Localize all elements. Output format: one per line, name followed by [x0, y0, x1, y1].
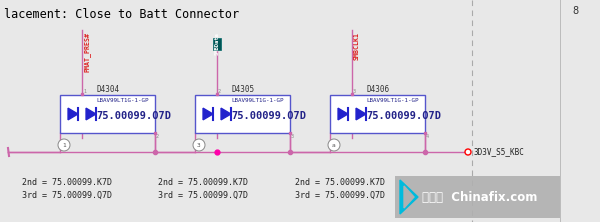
Text: 4: 4 [426, 134, 429, 139]
Circle shape [193, 139, 205, 151]
Text: 2nd = 75.00099.K7D: 2nd = 75.00099.K7D [22, 178, 112, 187]
Text: lacement: Close to Batt Connector: lacement: Close to Batt Connector [4, 8, 239, 21]
Polygon shape [86, 108, 96, 120]
Polygon shape [68, 108, 78, 120]
Text: 8: 8 [572, 6, 578, 16]
Text: 2: 2 [156, 134, 159, 139]
Text: 3: 3 [197, 143, 201, 147]
Circle shape [58, 139, 70, 151]
Text: 2: 2 [218, 89, 221, 94]
Text: 1: 1 [62, 143, 66, 147]
Text: LBAV99LT1G-1-GP: LBAV99LT1G-1-GP [366, 98, 419, 103]
Polygon shape [221, 108, 231, 120]
Text: D4305: D4305 [231, 85, 254, 94]
Text: 3rd = 75.00099.Q7D: 3rd = 75.00099.Q7D [158, 191, 248, 200]
Text: 3rd = 75.00099.Q7D: 3rd = 75.00099.Q7D [22, 191, 112, 200]
Text: SMBCLK1: SMBCLK1 [353, 32, 359, 60]
Text: 3D3V_S5_KBC: 3D3V_S5_KBC [474, 147, 525, 157]
Bar [195, 95, 290, 133]
Polygon shape [356, 108, 366, 120]
Text: 3: 3 [353, 89, 356, 94]
Text: D4306: D4306 [366, 85, 389, 94]
Bar [330, 95, 425, 133]
Circle shape [328, 139, 340, 151]
Text: 3: 3 [291, 134, 294, 139]
Text: LBAV99LT1G-1-GP: LBAV99LT1G-1-GP [96, 98, 149, 103]
Text: D4304: D4304 [96, 85, 119, 94]
Bar [213, 38, 221, 50]
Text: 3rd = 75.00099.Q7D: 3rd = 75.00099.Q7D [295, 191, 385, 200]
Text: 75.00099.O7D: 75.00099.O7D [366, 111, 441, 121]
Text: LBAV99LT1G-1-GP: LBAV99LT1G-1-GP [231, 98, 284, 103]
Circle shape [465, 149, 471, 155]
Text: PMAT_PRES#: PMAT_PRES# [83, 32, 91, 72]
Text: 迅维网  Chinafix.com: 迅维网 Chinafix.com [422, 190, 538, 204]
Text: 75.00099.O7D: 75.00099.O7D [96, 111, 171, 121]
Text: 1: 1 [83, 89, 86, 94]
Text: 2nd = 75.00099.K7D: 2nd = 75.00099.K7D [158, 178, 248, 187]
Polygon shape [338, 108, 348, 120]
Bar [60, 95, 155, 133]
Text: 2nd = 75.00099.K7D: 2nd = 75.00099.K7D [295, 178, 385, 187]
Text: SMBData: SMBData [215, 33, 220, 55]
Text: a: a [332, 143, 336, 147]
Polygon shape [203, 108, 213, 120]
Bar [395, 176, 560, 218]
Polygon shape [400, 180, 418, 214]
Polygon shape [404, 186, 414, 208]
Text: 75.00099.O7D: 75.00099.O7D [231, 111, 306, 121]
